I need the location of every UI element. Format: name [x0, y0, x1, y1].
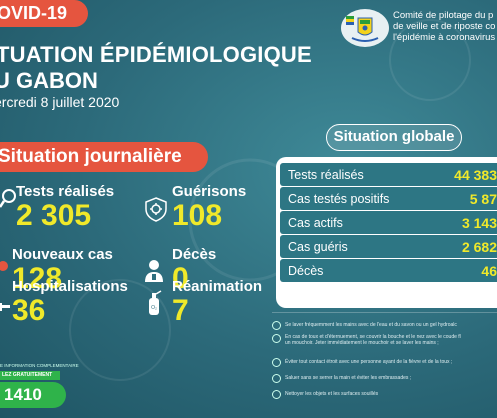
advice-text-group: En cas de toux et d'éternuement, se couv…	[285, 334, 461, 346]
row-label: Tests réalisés	[288, 167, 364, 182]
hospital-bed-icon	[0, 303, 10, 311]
row-value: 44 383	[454, 166, 497, 183]
recoveries-label: Guérisons	[172, 183, 247, 200]
list-item: Saluer sans se serrer la main et éviter …	[272, 370, 497, 386]
advice-text: un mouchoir. Jeter immédiatement le mouc…	[285, 340, 439, 346]
svg-text:O₂: O₂	[151, 305, 157, 311]
cleaning-icon	[272, 389, 281, 399]
committee-line2: de veille et de riposte co	[393, 21, 496, 32]
report-date: ercredi 8 juillet 2020	[0, 94, 120, 110]
cough-icon	[272, 334, 281, 343]
covid-banner: OVID-19	[0, 0, 88, 27]
table-row: Cas testés positifs 5 87	[280, 187, 497, 210]
list-item: Éviter tout contact étroit avec une pers…	[272, 354, 497, 370]
advice-text: En cas de toux et d'éternuement, se couv…	[285, 334, 461, 340]
hospitalisations-value: 36	[12, 294, 46, 327]
new-cases-value: 128	[12, 262, 63, 295]
oxygen-tank-icon: O₂	[149, 290, 162, 315]
hotline-free-label: LEZ GRATUITEMENT	[0, 371, 60, 380]
gabon-coat-of-arms-logo	[341, 9, 389, 47]
prevention-advice-list: Se laver fréquemment les mains avec de l…	[272, 318, 497, 402]
greeting-icon	[272, 373, 281, 383]
page-title-line1: TUATION ÉPIDÉMIOLOGIQUE	[0, 42, 312, 67]
row-label: Décès	[288, 263, 324, 278]
advice-text: Éviter tout contact étroit avec une pers…	[285, 359, 453, 365]
list-item: En cas de toux et d'éternuement, se couv…	[272, 332, 497, 354]
deaths-label: Décès	[172, 246, 217, 263]
table-row: Décès 46	[280, 259, 497, 282]
daily-situation-banner: Situation journalière	[0, 142, 208, 172]
hotline-number: 1410	[0, 382, 66, 408]
deaths-value: 0	[172, 262, 189, 295]
icu-value: 7	[172, 294, 189, 327]
list-item: Nettoyer les objets et les surfaces soui…	[272, 386, 497, 402]
advice-text: Se laver fréquemment les mains avec de l…	[285, 322, 457, 328]
row-value: 3 143	[461, 214, 497, 231]
page-title-line2: U GABON	[0, 68, 98, 93]
new-cases-label: Nouveaux cas	[12, 246, 113, 263]
table-row: Cas actifs 3 143	[280, 211, 497, 234]
icu-label: Réanimation	[172, 278, 263, 295]
global-situation-table: Tests réalisés 44 383 Cas testés positif…	[276, 157, 497, 308]
distance-icon	[272, 357, 281, 367]
row-label: Cas testés positifs	[288, 191, 390, 206]
row-value: 5 87	[469, 190, 497, 207]
deaths-person-icon	[145, 260, 163, 282]
handwash-icon	[272, 320, 281, 330]
committee-line1: Comité de pilotage du p	[393, 10, 494, 21]
advice-text: Saluer sans se serrer la main et éviter …	[285, 375, 412, 381]
tests-value: 2 305	[16, 199, 92, 232]
table-row: Tests réalisés 44 383	[280, 163, 497, 186]
magnifier-icon	[0, 189, 16, 208]
tests-label: Tests réalisés	[16, 183, 115, 200]
row-value: 46	[481, 262, 497, 279]
advice-text: Nettoyer les objets et les surfaces soui…	[285, 391, 379, 397]
shield-virus-icon	[145, 197, 167, 222]
hospitalisations-label: Hospitalisations	[12, 278, 128, 295]
table-row: Cas guéris 2 682	[280, 235, 497, 258]
row-label: Cas actifs	[288, 215, 343, 230]
row-value: 2 682	[461, 238, 497, 255]
hotline-info: E INFORMATION COMPLEMENTAIRE	[0, 363, 79, 368]
list-item: Se laver fréquemment les mains avec de l…	[272, 318, 497, 332]
divider	[272, 312, 497, 313]
committee-name: Comité de pilotage du p de veille et de …	[393, 10, 495, 43]
global-situation-title: Situation globale	[326, 124, 462, 151]
recoveries-value: 108	[172, 199, 223, 232]
row-label: Cas guéris	[288, 239, 348, 254]
committee-line3: l'épidémie à coronavirus	[393, 32, 496, 43]
virus-icon	[0, 261, 8, 271]
